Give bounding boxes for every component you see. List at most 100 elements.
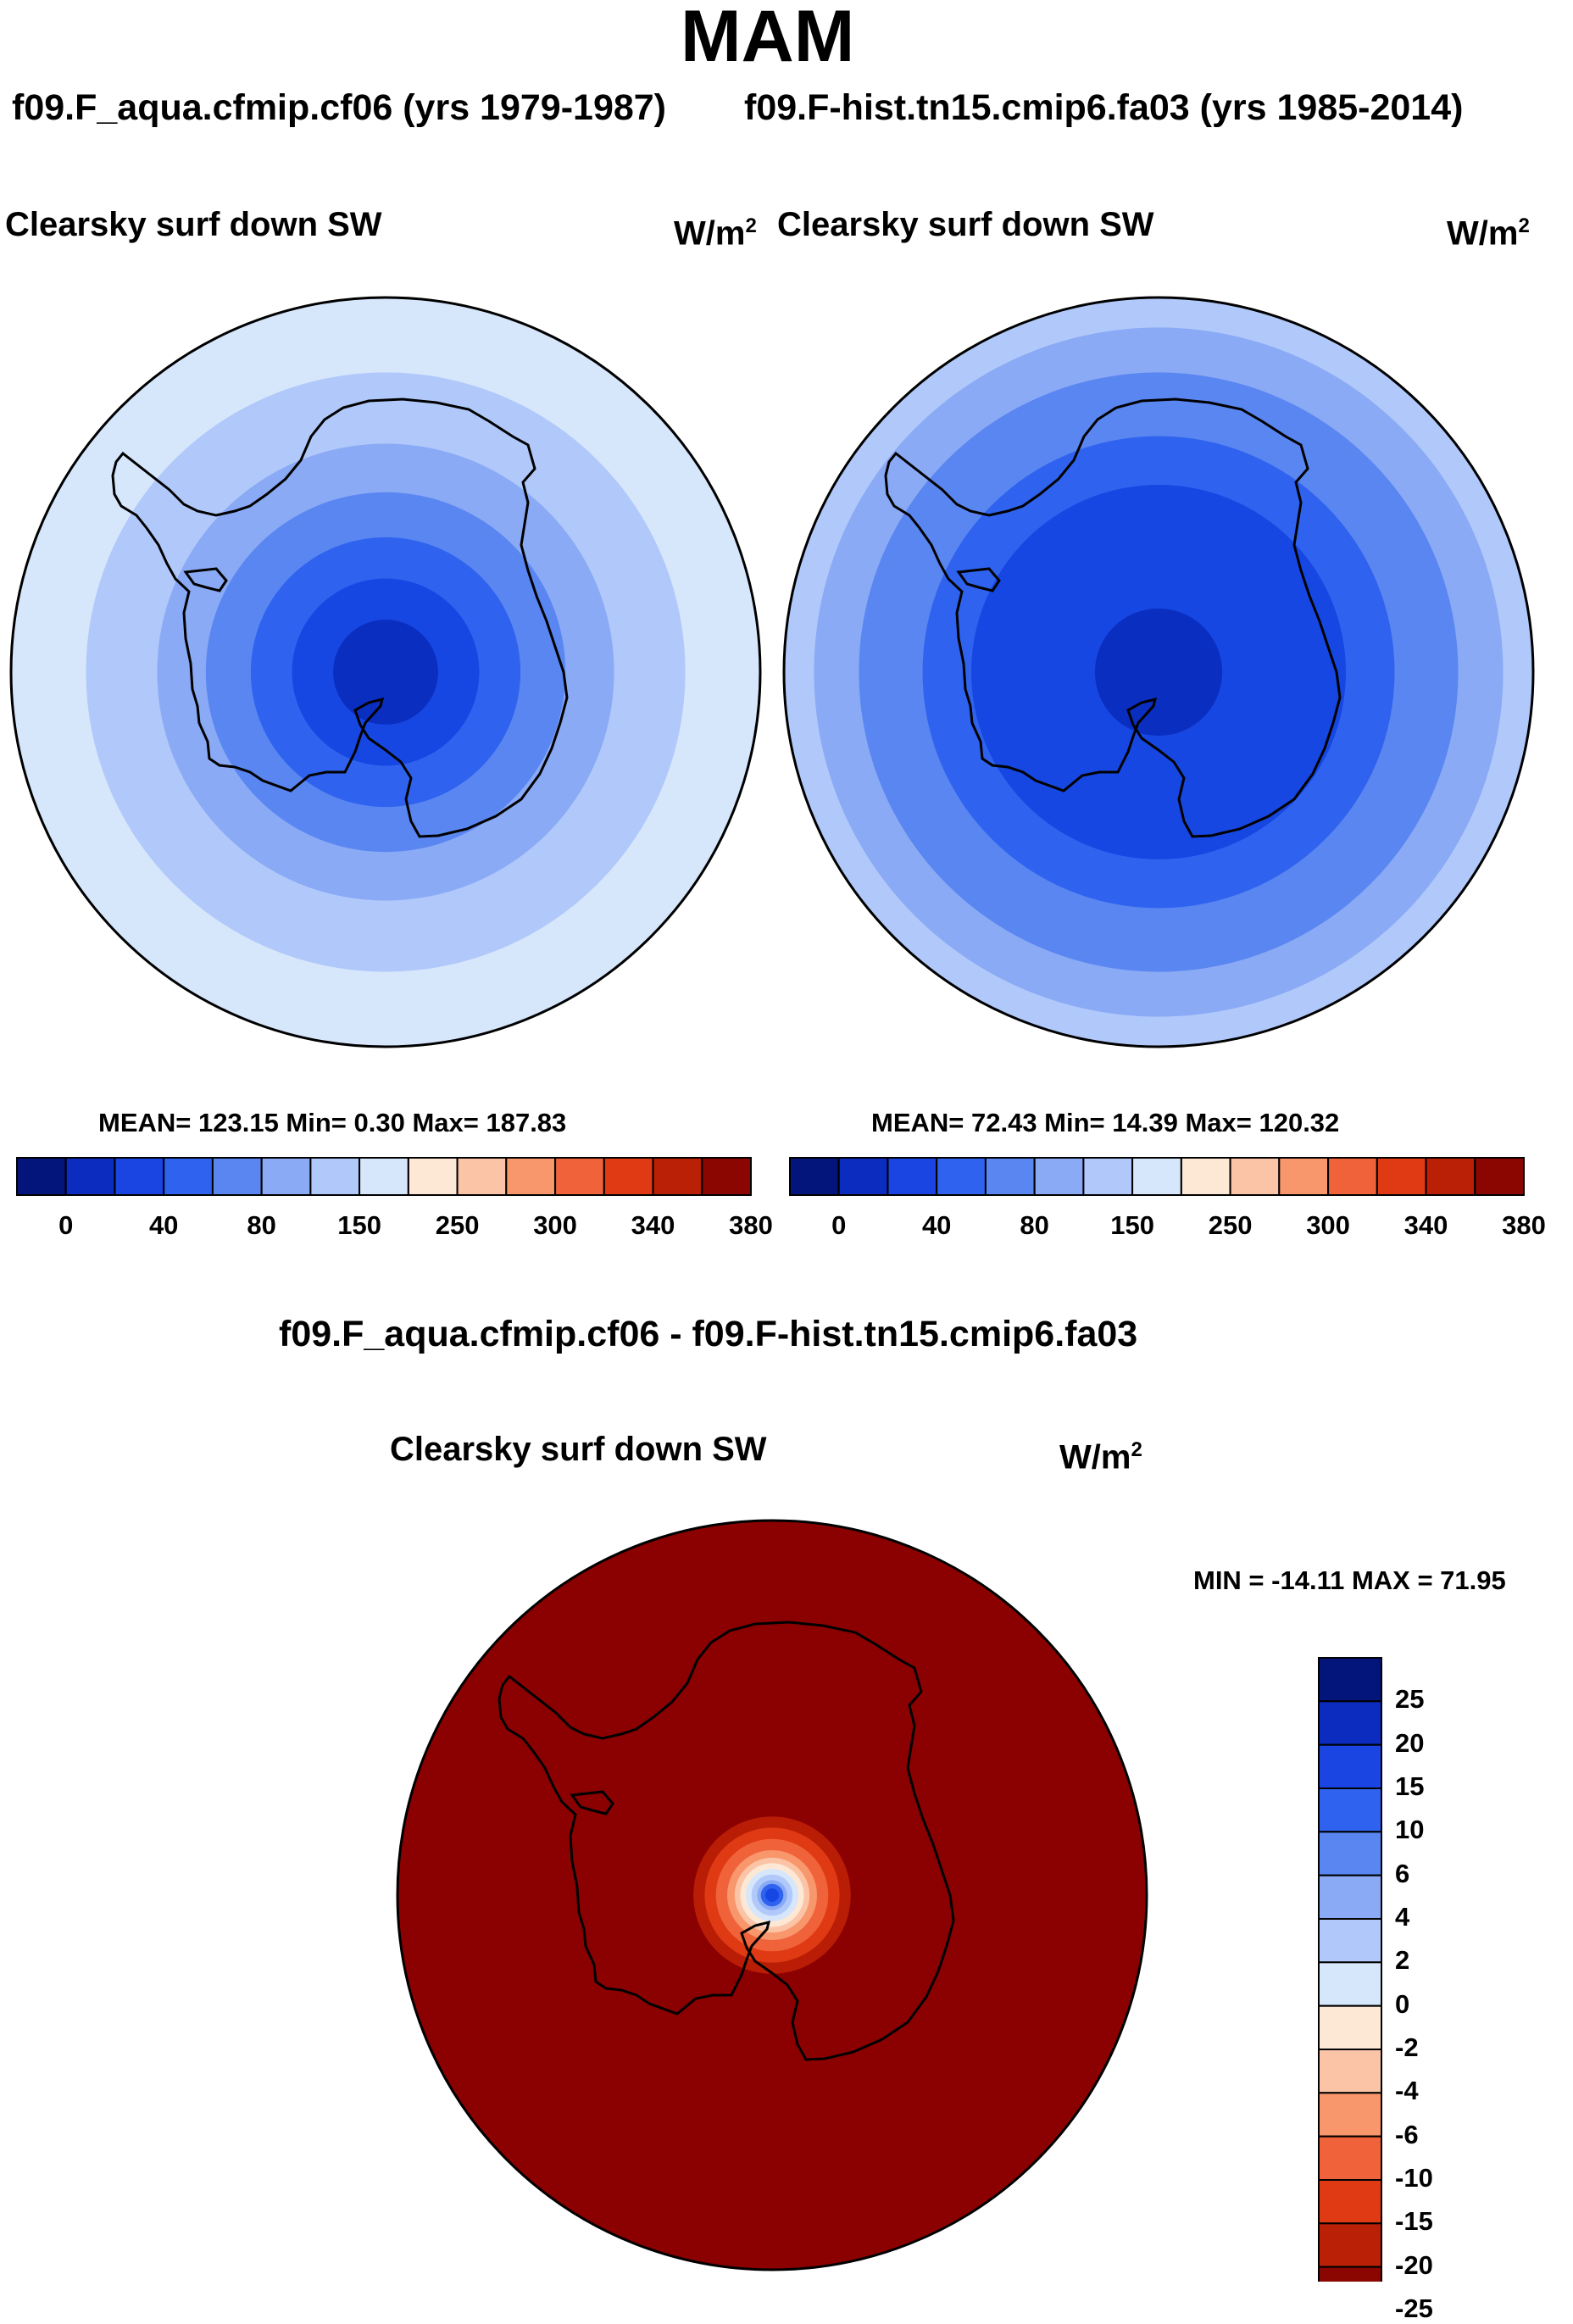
left-colorbar-box-7 xyxy=(359,1157,409,1196)
diff-colorbar-tick-7: 0 xyxy=(1395,1988,1410,2019)
diff-colorbar-tick-2: 15 xyxy=(1395,1771,1425,1801)
diff-contour-band-10 xyxy=(765,1888,779,1902)
right-colorbar-box-14 xyxy=(1474,1157,1526,1196)
left-map-contours xyxy=(11,297,760,1047)
right-colorbar-box-7 xyxy=(1131,1157,1182,1196)
diff-title: f09.F_aqua.cfmip.cf06 - f09.F-hist.tn15.… xyxy=(279,1314,1138,1354)
diff-colorbar-box-14 xyxy=(1318,2266,1382,2282)
diff-map-contours xyxy=(693,1816,851,1974)
left-colorbar-box-13 xyxy=(652,1157,703,1196)
right-colorbar-tick-4: 250 xyxy=(1208,1210,1253,1240)
diff-units: W/m2 xyxy=(1059,1438,1142,1476)
diff-colorbar-tick-4: 6 xyxy=(1395,1858,1410,1888)
right-contour-band-5 xyxy=(1094,608,1223,737)
diff-units-text: W/m xyxy=(1059,1438,1131,1476)
left-colorbar-tick-6: 340 xyxy=(631,1210,675,1240)
left-colorbar-tick-7: 380 xyxy=(729,1210,773,1240)
left-colorbar-box-2 xyxy=(114,1157,165,1196)
diff-colorbar-tick-3: 10 xyxy=(1395,1815,1425,1845)
left-colorbar-box-1 xyxy=(64,1157,116,1196)
right-map-border xyxy=(782,296,1535,1048)
left-colorbar-tick-0: 0 xyxy=(58,1210,74,1240)
right-colorbar-tick-2: 80 xyxy=(1020,1210,1049,1240)
diff-units-exp: 2 xyxy=(1131,1438,1142,1461)
right-variable-title: Clearsky surf down SW xyxy=(777,206,1154,243)
left-map-border xyxy=(9,296,762,1048)
diff-colorbar-tick-5: 4 xyxy=(1395,1902,1410,1932)
right-stats: MEAN= 72.43 Min= 14.39 Max= 120.32 xyxy=(871,1108,1340,1137)
season-title: MAM xyxy=(681,0,855,77)
left-colorbar-box-3 xyxy=(163,1157,214,1196)
right-case-title: f09.F-hist.tn15.cmip6.fa03 (yrs 1985-201… xyxy=(744,87,1464,128)
diff-colorbar-box-2 xyxy=(1318,1743,1382,1789)
right-colorbar-box-4 xyxy=(984,1157,1036,1196)
diff-colorbar-box-5 xyxy=(1318,1874,1382,1920)
left-colorbar-box-5 xyxy=(260,1157,312,1196)
right-colorbar-box-12 xyxy=(1376,1157,1427,1196)
left-colorbar-box-14 xyxy=(701,1157,752,1196)
left-map xyxy=(11,297,760,1047)
diff-colorbar-box-0 xyxy=(1318,1657,1382,1703)
diff-colorbar-box-7 xyxy=(1318,1961,1382,2007)
left-colorbar-box-8 xyxy=(407,1157,459,1196)
left-colorbar-tick-4: 250 xyxy=(435,1210,480,1240)
right-colorbar-tick-7: 380 xyxy=(1502,1210,1546,1240)
diff-colorbar-tick-11: -10 xyxy=(1395,2163,1433,2193)
left-units-text: W/m xyxy=(674,214,746,253)
diff-colorbar-tick-12: -15 xyxy=(1395,2206,1433,2237)
left-case-title: f09.F_aqua.cfmip.cf06 (yrs 1979-1987) xyxy=(12,87,667,128)
left-colorbar-tick-3: 150 xyxy=(337,1210,381,1240)
diff-colorbar-box-10 xyxy=(1318,2092,1382,2138)
diff-colorbar-box-6 xyxy=(1318,1918,1382,1964)
left-contour-band-6 xyxy=(333,620,438,725)
left-colorbar-box-11 xyxy=(554,1157,605,1196)
left-colorbar-tick-2: 80 xyxy=(247,1210,276,1240)
right-units: W/m2 xyxy=(1447,214,1530,253)
right-colorbar-tick-6: 340 xyxy=(1403,1210,1448,1240)
diff-colorbar-tick-14: -25 xyxy=(1395,2293,1433,2323)
diff-colorbar-box-9 xyxy=(1318,2049,1382,2094)
diff-colorbar-box-4 xyxy=(1318,1831,1382,1876)
right-colorbar-box-1 xyxy=(837,1157,889,1196)
diff-colorbar-tick-6: 2 xyxy=(1395,1945,1410,1976)
left-colorbar-box-6 xyxy=(309,1157,361,1196)
right-colorbar-box-3 xyxy=(936,1157,987,1196)
left-colorbar-box-12 xyxy=(603,1157,654,1196)
diff-colorbar-tick-8: -2 xyxy=(1395,2032,1419,2062)
right-units-text: W/m xyxy=(1447,214,1519,253)
diff-colorbar-box-3 xyxy=(1318,1787,1382,1833)
left-colorbar-box-4 xyxy=(211,1157,263,1196)
left-variable-title: Clearsky surf down SW xyxy=(5,206,382,243)
right-colorbar-box-6 xyxy=(1082,1157,1134,1196)
right-colorbar-box-2 xyxy=(887,1157,938,1196)
diff-map xyxy=(397,1521,1147,2270)
left-colorbar-box-10 xyxy=(505,1157,556,1196)
diff-colorbar xyxy=(1318,1657,1382,2282)
right-colorbar-box-10 xyxy=(1278,1157,1330,1196)
right-colorbar-box-9 xyxy=(1229,1157,1281,1196)
left-units-exp: 2 xyxy=(745,214,757,237)
left-colorbar-box-0 xyxy=(16,1157,67,1196)
right-map xyxy=(784,297,1533,1047)
diff-colorbar-tick-1: 20 xyxy=(1395,1727,1425,1758)
right-colorbar-box-8 xyxy=(1180,1157,1231,1196)
right-colorbar-box-0 xyxy=(789,1157,840,1196)
left-colorbar-tick-5: 300 xyxy=(533,1210,577,1240)
right-colorbar-box-11 xyxy=(1327,1157,1378,1196)
left-colorbar-tick-1: 40 xyxy=(148,1210,179,1240)
left-stats: MEAN= 123.15 Min= 0.30 Max= 187.83 xyxy=(98,1108,567,1137)
right-colorbar xyxy=(789,1157,1526,1196)
right-units-exp: 2 xyxy=(1518,214,1530,237)
diff-variable-title: Clearsky surf down SW xyxy=(390,1431,767,1468)
diff-colorbar-box-1 xyxy=(1318,1700,1382,1746)
diff-colorbar-tick-13: -20 xyxy=(1395,2249,1433,2280)
diff-colorbar-box-11 xyxy=(1318,2135,1382,2181)
diff-colorbar-tick-0: 25 xyxy=(1395,1684,1425,1715)
diff-colorbar-box-8 xyxy=(1318,2004,1382,2050)
right-colorbar-box-13 xyxy=(1425,1157,1476,1196)
right-colorbar-tick-1: 40 xyxy=(921,1210,952,1240)
right-colorbar-tick-3: 150 xyxy=(1110,1210,1154,1240)
right-map-contours xyxy=(784,297,1533,1047)
right-colorbar-box-5 xyxy=(1033,1157,1085,1196)
